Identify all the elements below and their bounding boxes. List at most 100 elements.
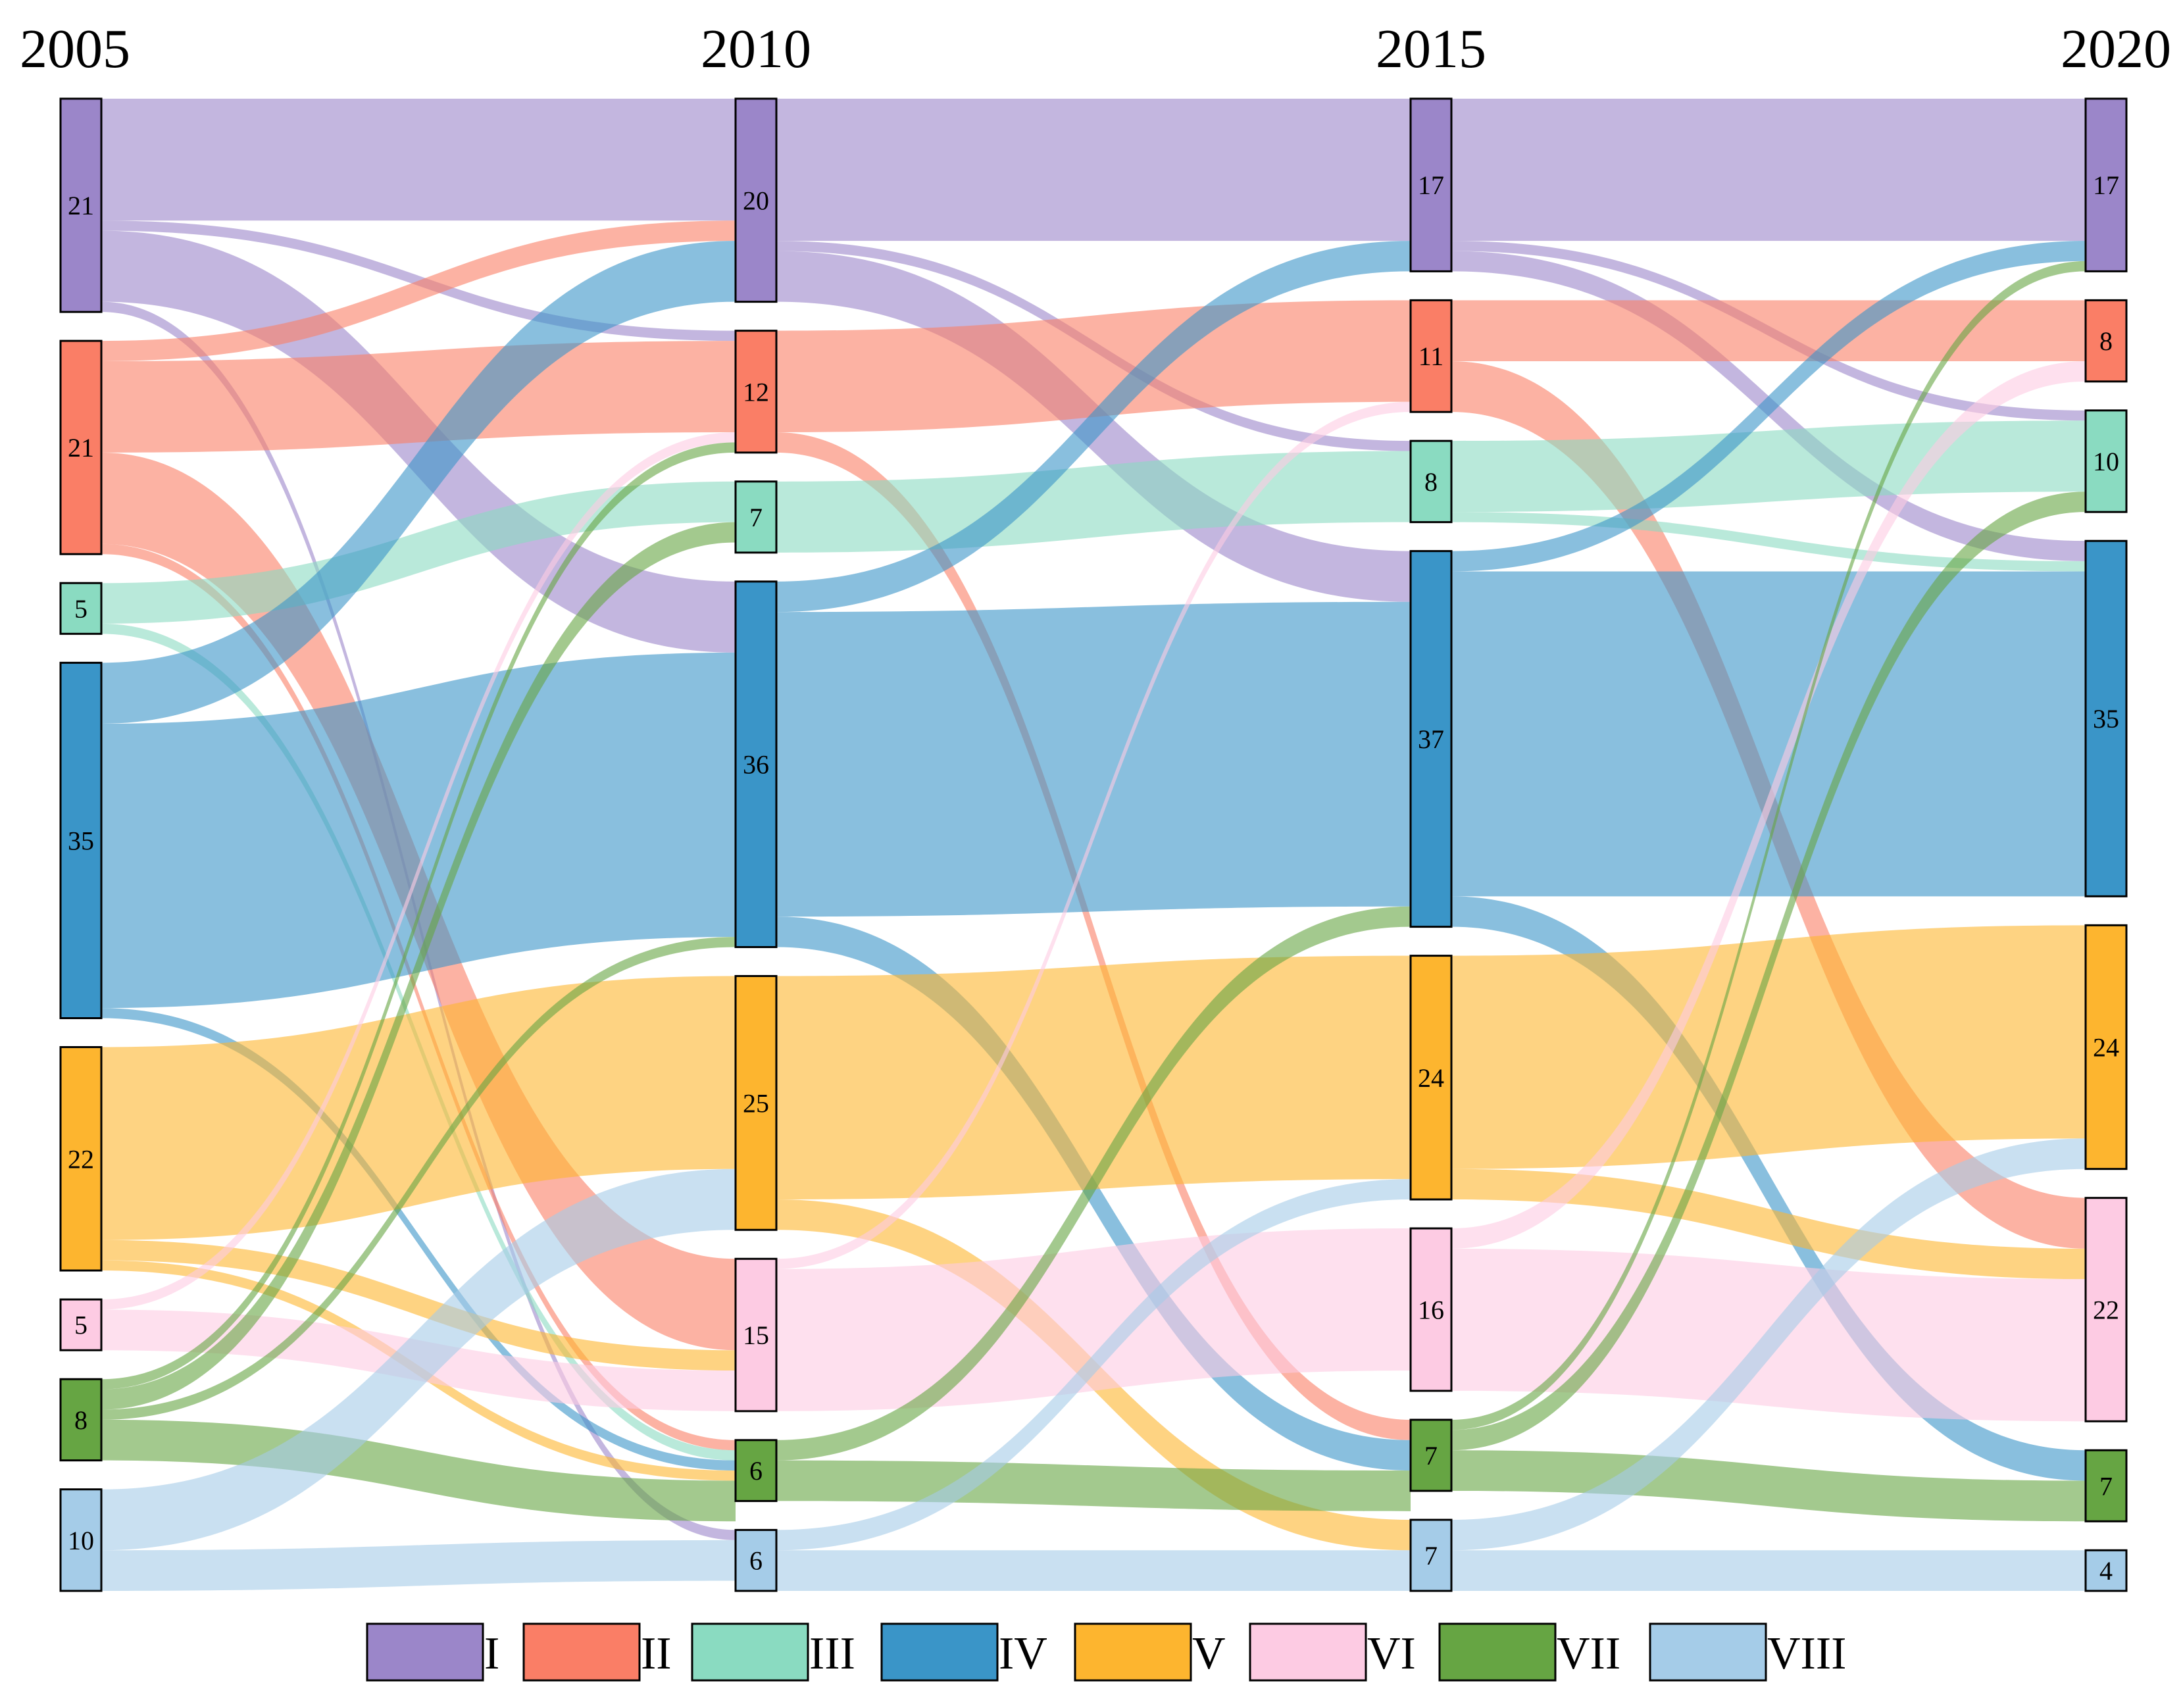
legend-item-VI: VI — [1249, 1622, 1416, 1682]
flow-2015-VII-to-2020-VII — [1451, 1450, 2086, 1522]
legend-label-II: II — [641, 1628, 672, 1679]
node-rect-2015-II — [1409, 299, 1453, 413]
node-rect-2020-I — [2084, 97, 2128, 272]
node-rect-2005-I — [59, 97, 103, 313]
year-label-2005: 2005 — [20, 18, 130, 80]
flow-2010-V-to-2015-V — [776, 955, 1411, 1200]
node-2010-III: 7 — [734, 480, 778, 554]
node-value-2020-IV: 35 — [2093, 704, 2119, 734]
node-value-2010-II: 12 — [743, 377, 769, 407]
node-value-2020-I: 17 — [2093, 170, 2119, 200]
flow-2015-III-to-2020-III — [1451, 420, 2086, 513]
flow-2005-III-to-2010-III — [101, 481, 736, 624]
flow-2010-VIII-to-2015-VIII — [776, 1550, 1411, 1591]
flow-2005-IV-to-2010-VII — [101, 1008, 736, 1471]
node-value-2020-III: 10 — [2093, 447, 2119, 476]
legend-swatch-IV — [880, 1622, 999, 1682]
node-rect-2015-I — [1409, 97, 1453, 272]
node-rect-2005-VI — [59, 1298, 103, 1351]
flow-2010-I-to-2015-I — [776, 99, 1411, 241]
flow-2010-VII-to-2015-VII — [776, 1460, 1411, 1511]
flow-2005-VII-to-2010-II — [101, 442, 736, 1390]
node-rect-2020-V — [2084, 924, 2128, 1170]
node-rect-2020-III — [2084, 409, 2128, 513]
class-nodes: 21 21 5 35 22 5 8 10 20 12 7 36 25 15 6 6 17 11 8 37 24 16 7 7 1… — [59, 97, 2128, 1592]
node-2010-V: 25 — [734, 974, 778, 1231]
node-rect-2010-III — [734, 480, 778, 554]
node-rect-2010-VII — [734, 1439, 778, 1502]
node-rect-2015-V — [1409, 955, 1453, 1201]
node-2020-VII: 7 — [2084, 1449, 2128, 1522]
node-2020-II: 8 — [2084, 299, 2128, 383]
node-2020-III: 10 — [2084, 409, 2128, 513]
flow-2005-II-to-2010-I — [101, 220, 736, 361]
flow-2005-I-to-2010-I — [101, 99, 736, 221]
node-2010-II: 12 — [734, 330, 778, 454]
node-rect-2010-VIII — [734, 1528, 778, 1592]
node-rect-2020-VII — [2084, 1449, 2128, 1522]
node-2020-VIII: 4 — [2084, 1549, 2128, 1592]
node-rect-2020-IV — [2084, 540, 2128, 897]
flow-2005-V-to-2010-V — [101, 976, 736, 1240]
flow-2015-VIII-to-2020-V — [1451, 1138, 2086, 1551]
flow-2015-V-to-2020-V — [1451, 925, 2086, 1169]
node-2015-III: 8 — [1409, 440, 1453, 524]
node-value-2020-VII: 7 — [2099, 1471, 2113, 1501]
legend-swatch-III — [691, 1622, 809, 1682]
node-value-2020-V: 24 — [2093, 1033, 2119, 1063]
node-value-2010-VII: 6 — [749, 1456, 763, 1486]
flow-2005-VII-to-2010-III — [101, 522, 736, 1410]
legend-swatch-I — [366, 1622, 484, 1682]
node-value-2005-IV: 35 — [68, 826, 94, 855]
node-2020-I: 17 — [2084, 97, 2128, 272]
flow-2010-IV-to-2015-VII — [776, 917, 1411, 1471]
flow-2015-I-to-2020-I — [1451, 99, 2086, 241]
node-value-2005-II: 21 — [68, 433, 94, 463]
legend-item-VII: VII — [1438, 1622, 1620, 1682]
node-value-2005-I: 21 — [68, 191, 94, 220]
node-value-2020-II: 8 — [2099, 326, 2113, 356]
node-2005-IV: 35 — [59, 661, 103, 1020]
legend-label-VII: VII — [1557, 1628, 1620, 1679]
node-rect-2010-VI — [734, 1257, 778, 1413]
node-rect-2005-VII — [59, 1378, 103, 1462]
legend-item-IV: IV — [880, 1622, 1047, 1682]
node-value-2005-VI: 5 — [74, 1311, 88, 1340]
legend-label-V: V — [1192, 1628, 1226, 1679]
node-rect-2005-IV — [59, 661, 103, 1020]
flow-2015-IV-to-2020-I — [1451, 241, 2086, 572]
node-2005-V: 22 — [59, 1046, 103, 1272]
flow-2005-VIII-to-2010-VIII — [101, 1540, 736, 1591]
node-value-2010-V: 25 — [743, 1088, 769, 1118]
node-2010-VIII: 6 — [734, 1528, 778, 1592]
legend-swatch-VI — [1249, 1622, 1367, 1682]
flow-2010-IV-to-2015-I — [776, 241, 1411, 613]
legend-item-III: III — [691, 1622, 855, 1682]
legend-label-I: I — [484, 1628, 499, 1679]
flow-2010-II-to-2015-VII — [776, 432, 1411, 1440]
node-rect-2015-III — [1409, 440, 1453, 524]
year-labels: 2005 2010 2015 2020 — [20, 18, 2171, 80]
node-2020-IV: 35 — [2084, 540, 2128, 897]
node-value-2010-I: 20 — [743, 186, 769, 215]
node-2015-VIII: 7 — [1409, 1519, 1453, 1592]
legend-swatch-VII — [1438, 1622, 1557, 1682]
node-value-2015-VII: 7 — [1424, 1441, 1438, 1470]
legend-label-IV: IV — [999, 1628, 1047, 1679]
flow-2015-V-to-2020-VI — [1451, 1168, 2086, 1280]
flow-2005-VII-to-2010-VII — [101, 1419, 736, 1522]
node-rect-2010-II — [734, 330, 778, 454]
flow-2005-IV-to-2010-I — [101, 241, 736, 724]
node-2005-I: 21 — [59, 97, 103, 313]
node-rect-2020-VIII — [2084, 1549, 2128, 1592]
flow-2005-IV-to-2010-IV — [101, 652, 736, 1009]
year-label-2010: 2010 — [701, 18, 811, 80]
node-rect-2010-IV — [734, 580, 778, 948]
node-2010-VI: 15 — [734, 1257, 778, 1413]
flow-2010-VI-to-2015-II — [776, 401, 1411, 1269]
flow-2015-II-to-2020-II — [1451, 300, 2086, 361]
node-rect-2015-VIII — [1409, 1519, 1453, 1592]
node-rect-2020-II — [2084, 299, 2128, 383]
flow-2005-VII-to-2010-IV — [101, 937, 736, 1420]
flow-2015-VII-to-2020-I — [1451, 261, 2086, 1430]
